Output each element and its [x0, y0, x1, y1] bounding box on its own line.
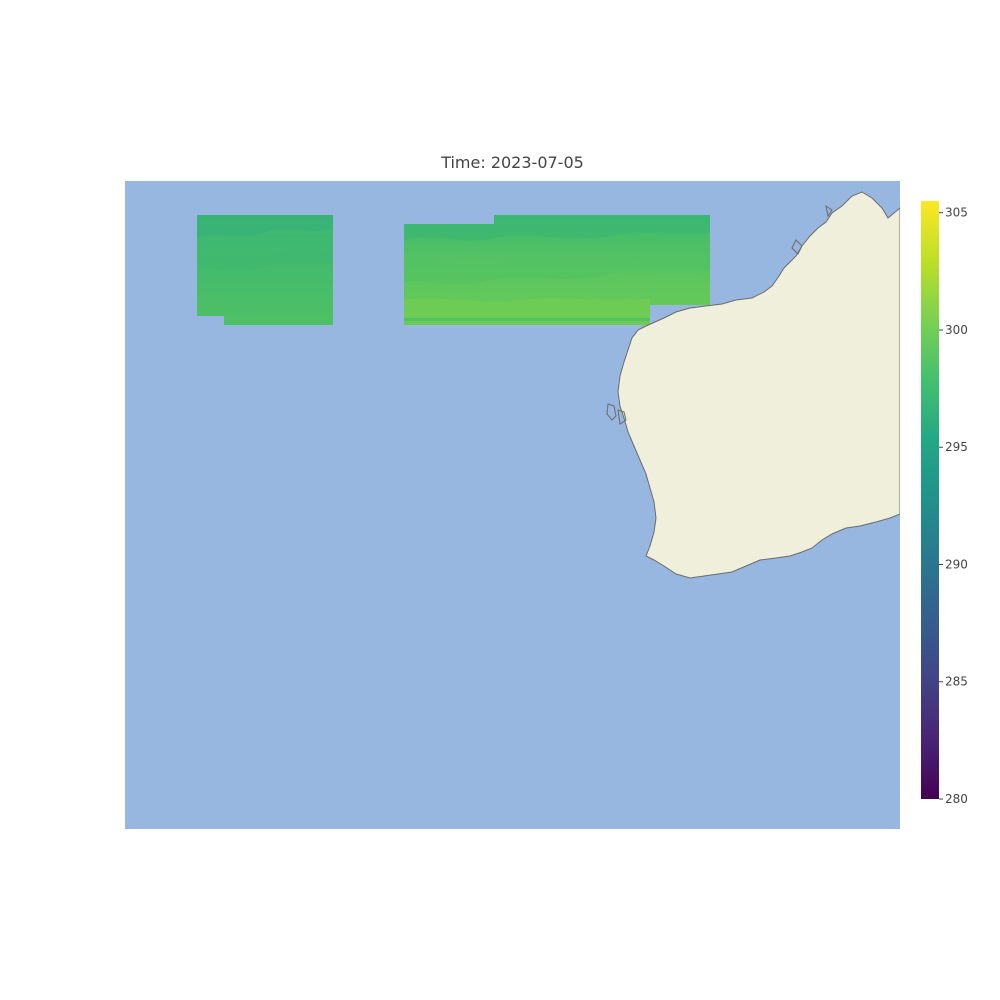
colorbar-tick-label: 290 [945, 557, 968, 571]
island-detail [606, 403, 617, 421]
island-detail-2 [617, 409, 627, 425]
colorbar-tick-label: 295 [945, 440, 968, 454]
colorbar-tick-label: 285 [945, 675, 968, 689]
colorbar-tick-label: 280 [945, 792, 968, 806]
island-detail-3 [791, 239, 803, 255]
data-patch-west [197, 215, 333, 325]
colorbar: 280 285 290 295 300 305 [918, 198, 968, 806]
island-detail-4 [825, 204, 833, 218]
land-mass-australia [617, 191, 900, 579]
map-title: Time: 2023-07-05 [441, 153, 584, 172]
map-area [125, 181, 900, 829]
colorbar-tick-label: 300 [945, 323, 968, 337]
colorbar-tick-label: 305 [945, 206, 968, 220]
colorbar-gradient [921, 201, 939, 799]
data-patch-east [404, 215, 710, 325]
